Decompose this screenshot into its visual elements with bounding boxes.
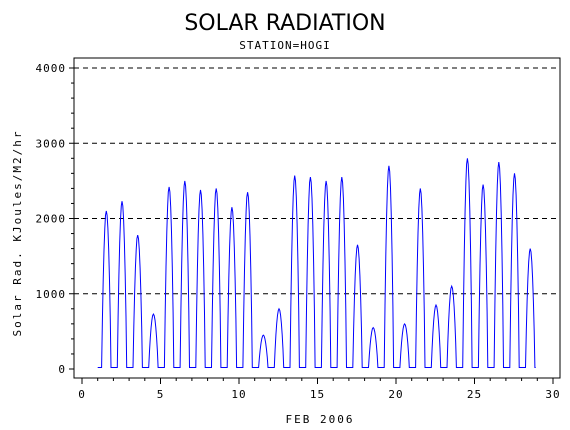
chart-subtitle: STATION=HOGI xyxy=(239,39,330,52)
y-tick-label: 4000 xyxy=(36,62,67,75)
y-tick-label: 2000 xyxy=(36,213,67,226)
x-tick-label: 20 xyxy=(388,388,403,401)
y-tick-label: 1000 xyxy=(36,288,67,301)
grid xyxy=(74,67,560,295)
x-tick-label: 10 xyxy=(231,388,246,401)
y-tick-label: 0 xyxy=(58,363,66,376)
series-layer xyxy=(97,158,536,368)
x-tick-label: 30 xyxy=(545,388,560,401)
y-tick-label: 3000 xyxy=(36,137,67,150)
x-tick-label: 5 xyxy=(157,388,165,401)
chart-title: SOLAR RADIATION xyxy=(184,11,385,36)
x-axis-label: FEB 2006 xyxy=(286,413,355,426)
x-tick-label: 0 xyxy=(78,388,86,401)
axis-ticks: 0 1000 2000 3000 4000 0 5 10 15 20 25 30 xyxy=(36,62,560,401)
x-tick-label: 15 xyxy=(310,388,325,401)
plot-frame xyxy=(73,57,561,379)
series-line-solar-radiation xyxy=(97,158,536,368)
x-tick-label: 25 xyxy=(467,388,482,401)
y-axis-label: Solar Rad. KJoules/M2/hr xyxy=(11,130,24,337)
